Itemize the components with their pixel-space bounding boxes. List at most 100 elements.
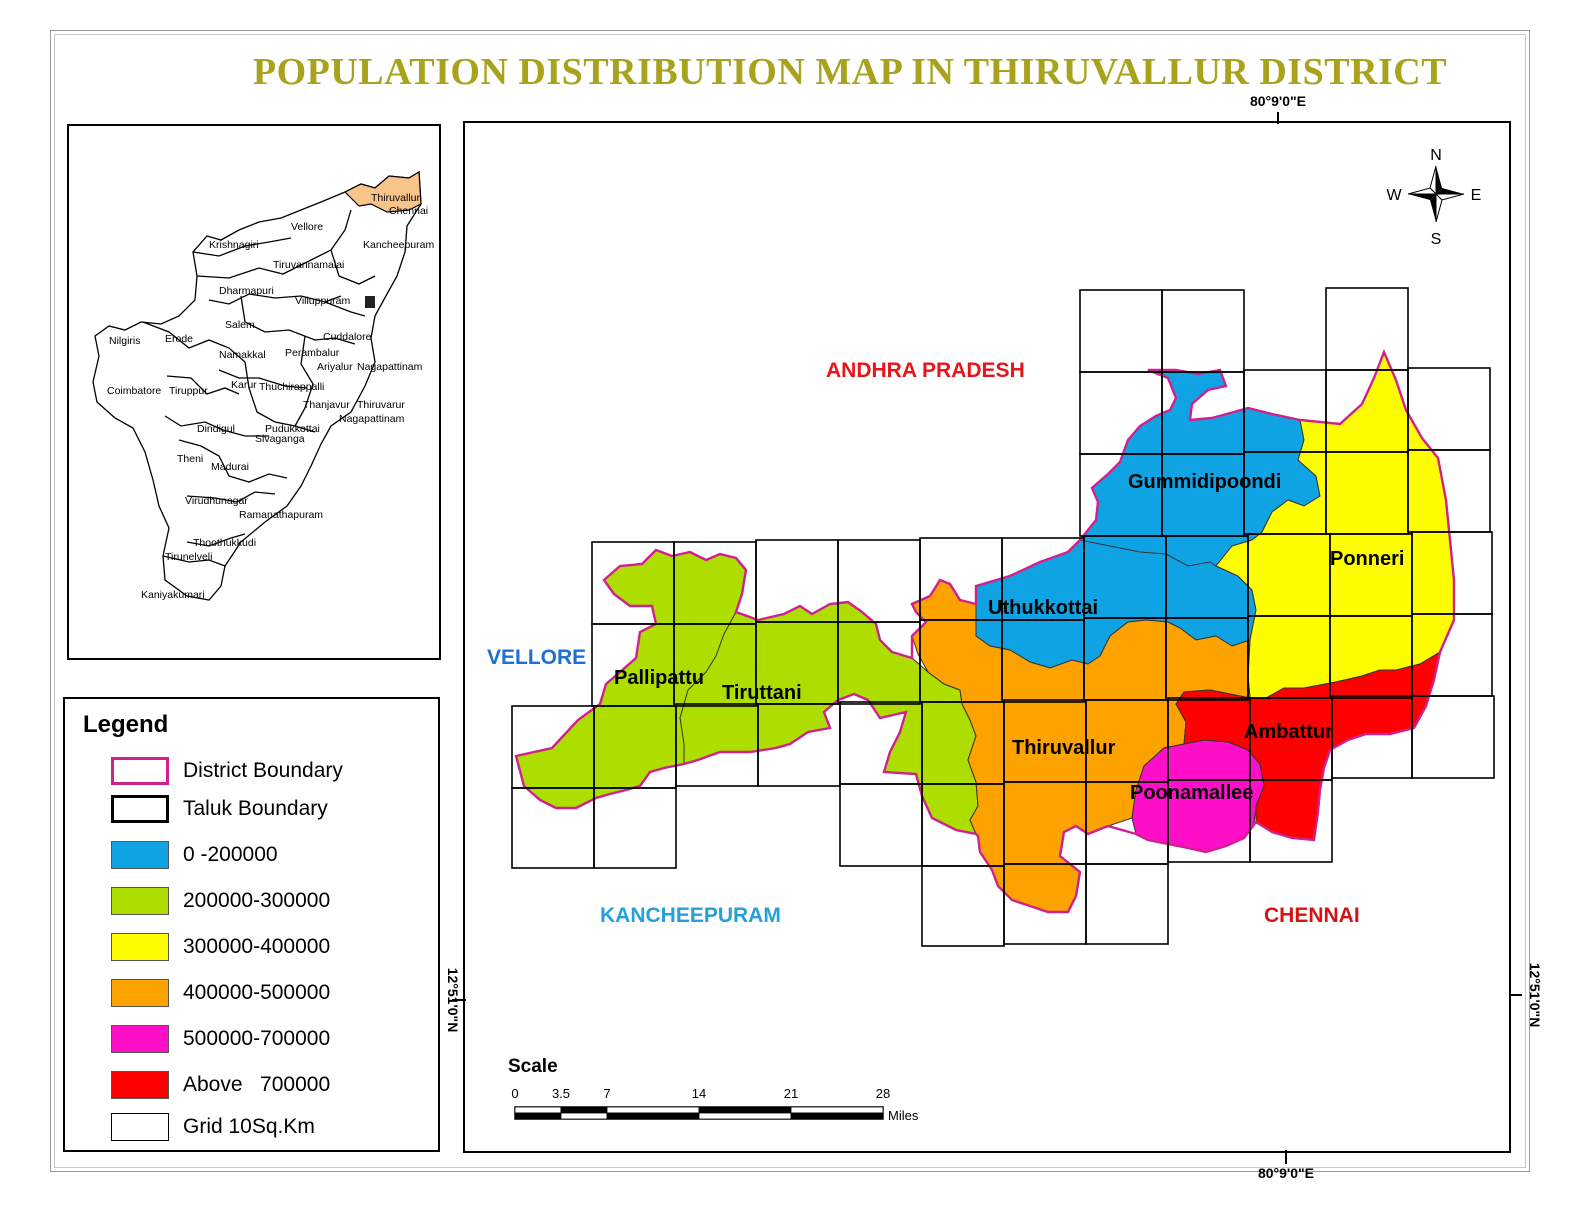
compass-e: E	[1471, 187, 1482, 204]
inset-label: Tiruppur	[169, 385, 208, 397]
neighbor-chennai: CHENNAI	[1264, 904, 1360, 927]
district-boundary	[514, 348, 1456, 914]
inset-label: Krishnagiri	[209, 239, 259, 251]
inset-label: Coimbatore	[107, 385, 161, 397]
inset-label: Nilgiris	[109, 335, 141, 347]
neighbor-kancheepuram: KANCHEEPURAM	[600, 904, 781, 927]
legend-swatch	[111, 887, 169, 915]
inset-label: Thiruvallur	[371, 192, 421, 204]
taluk-label: Pallipattu	[614, 667, 704, 689]
right-latitude: 12°51'0"N	[1527, 963, 1543, 1028]
scale-tick-label: 14	[692, 1086, 706, 1101]
inner-frame	[54, 34, 1526, 1168]
scale-segment	[790, 1106, 884, 1114]
main-map-frame	[463, 121, 1511, 1153]
inset-labels: Thiruvallur Chennai Vellore Kancheepuram…	[107, 192, 434, 601]
thiruvallur-highlight	[343, 170, 422, 213]
inset-label: Tiruvannamalai	[273, 259, 344, 271]
legend-item: Grid 10Sq.Km	[65, 1113, 435, 1149]
legend-item: 200000-300000	[65, 887, 435, 923]
compass-w: W	[1386, 187, 1402, 204]
inset-label: Ramanathapuram	[239, 509, 323, 521]
inset-label: Villuppuram	[295, 295, 351, 307]
left-latitude: 12°51'0"N	[445, 968, 461, 1033]
legend-item: 500000-700000	[65, 1025, 435, 1061]
legend-item: Taluk Boundary	[65, 795, 435, 831]
inset-label: Kaniyakumari	[141, 589, 205, 601]
scale-segment	[514, 1112, 562, 1120]
legend-label: District Boundary	[183, 759, 343, 782]
grid-10sqkm	[511, 287, 1495, 947]
legend-label: Taluk Boundary	[183, 797, 328, 820]
legend-item: Above 700000	[65, 1071, 435, 1107]
taluk-label: Ambattur	[1244, 721, 1333, 743]
taluk-label: Uthukkottai	[988, 597, 1098, 619]
inset-label: Thanjavur	[303, 399, 350, 411]
legend-item: 400000-500000	[65, 979, 435, 1015]
inset-label: Virudhunagar	[185, 495, 248, 507]
inset-label: Chennai	[389, 205, 428, 217]
inset-dark-patch	[365, 296, 375, 308]
inset-label: Pudukkottai	[265, 423, 320, 435]
taluk-label: Tiruttani	[722, 682, 802, 704]
inset-label: Salem	[225, 319, 255, 331]
inset-label: Perambalur	[285, 347, 340, 359]
taluk-fills	[515, 350, 1455, 913]
map-title: POPULATION DISTRIBUTION MAP IN THIRUVALL…	[252, 51, 1448, 93]
inset-label: Ariyalur	[317, 361, 353, 373]
legend-swatch	[111, 1025, 169, 1053]
legend-label: Above 700000	[183, 1073, 331, 1096]
inset-label: Thuchirappalli	[259, 381, 324, 393]
legend-title: Legend	[83, 711, 169, 738]
legend-label: 0 -200000	[183, 843, 278, 866]
neighbor-andhra-pradesh: ANDHRA PRADESH	[826, 359, 1025, 382]
inset-label: Tirunelveli	[165, 551, 212, 563]
legend-item: 0 -200000	[65, 841, 435, 877]
legend-item: District Boundary	[65, 757, 435, 793]
taluk-label: Ponneri	[1330, 548, 1404, 570]
scale-tick-label: 0	[511, 1086, 518, 1101]
scale-segment	[606, 1112, 700, 1120]
inset-label: Theni	[177, 453, 203, 465]
taluk-labels: Gummidipoondi Uthukkottai Ponneri Pallip…	[614, 471, 1404, 804]
scale-title: Scale	[508, 1056, 558, 1077]
scale-segment	[560, 1112, 608, 1120]
taluk-label: Thiruvallur	[1012, 737, 1116, 759]
legend-swatch	[111, 757, 169, 785]
scale-segment	[514, 1106, 562, 1114]
inset-label: Namakkal	[219, 349, 266, 361]
inset-map-svg: Thiruvallur Chennai Vellore Kancheepuram…	[92, 170, 434, 601]
inset-label: Madurai	[211, 461, 249, 473]
legend: Legend District Boundary Taluk Boundary 0 …	[63, 697, 440, 1152]
inset-label: Cuddalore	[323, 331, 372, 343]
inset-label: Kancheepuram	[363, 239, 434, 251]
legend-swatch	[111, 979, 169, 1007]
compass-s: S	[1431, 231, 1442, 248]
inset-label: Dharmapuri	[219, 285, 274, 297]
neighbor-labels: ANDHRA PRADESH VELLORE KANCHEEPURAM CHEN…	[487, 359, 1360, 927]
scale-tick-label: 28	[876, 1086, 890, 1101]
neighbor-vellore: VELLORE	[487, 646, 586, 669]
legend-swatch	[111, 795, 169, 823]
outer-frame	[50, 30, 1530, 1172]
inset-label: Thiruvarur	[357, 399, 405, 411]
bottom-longitude: 80°9'0"E	[1258, 1165, 1314, 1181]
scale-segment	[560, 1106, 608, 1114]
inset-label: Thoothukkudi	[193, 537, 256, 549]
inset-label: Nagapattinam	[339, 413, 405, 425]
legend-label: Grid 10Sq.Km	[183, 1115, 315, 1138]
inset-label: Erode	[165, 333, 193, 345]
inset-label: Karur	[231, 379, 257, 391]
inset-label: Nagapattinam	[357, 361, 423, 373]
inset-label: Dindigul	[197, 423, 235, 435]
scale-unit: Miles	[888, 1108, 919, 1123]
inset-label: Sivaganga	[255, 433, 305, 445]
legend-label: 500000-700000	[183, 1027, 331, 1050]
scale-bar: Scale 0 3.5 7 14 21 28 Miles	[508, 1056, 919, 1123]
taluk-label: Gummidipoondi	[1128, 471, 1281, 493]
legend-swatch	[111, 1071, 169, 1099]
legend-item: 300000-400000	[65, 933, 435, 969]
legend-swatch	[111, 841, 169, 869]
scale-tick-label: 21	[784, 1086, 798, 1101]
